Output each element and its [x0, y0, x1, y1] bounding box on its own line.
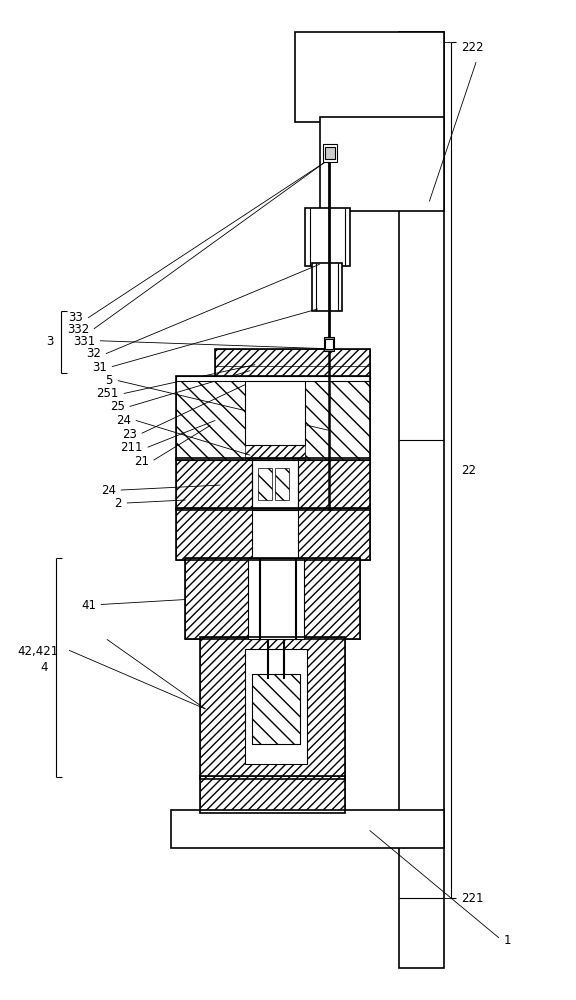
Bar — [245, 649, 307, 764]
Bar — [400, 32, 444, 968]
Bar — [248, 558, 304, 639]
Bar — [176, 508, 370, 560]
Text: 32: 32 — [86, 347, 101, 360]
Text: 332: 332 — [67, 323, 89, 336]
Bar — [323, 144, 337, 162]
Text: 1: 1 — [504, 934, 511, 947]
Bar — [320, 117, 444, 211]
Bar — [252, 508, 298, 560]
Text: 222: 222 — [461, 41, 484, 54]
Bar — [275, 468, 289, 500]
Bar — [324, 337, 334, 351]
Bar — [176, 376, 245, 460]
Bar — [252, 674, 300, 744]
Bar — [305, 208, 350, 266]
Text: 211: 211 — [120, 441, 143, 454]
Bar — [325, 339, 333, 349]
Bar — [185, 558, 359, 639]
Text: 221: 221 — [461, 892, 484, 905]
Bar — [295, 32, 444, 122]
Text: 41: 41 — [81, 599, 96, 612]
Text: 42,421: 42,421 — [18, 645, 59, 658]
Text: 24: 24 — [101, 484, 116, 497]
Bar — [176, 376, 370, 460]
Bar — [215, 349, 370, 381]
Text: 4: 4 — [41, 661, 48, 674]
Bar — [252, 458, 298, 510]
Bar — [325, 147, 335, 159]
Bar — [170, 810, 444, 848]
Bar — [176, 376, 370, 460]
Bar — [305, 376, 370, 460]
Bar — [252, 674, 300, 744]
Text: 21: 21 — [134, 455, 149, 468]
Bar — [200, 776, 344, 813]
Text: 5: 5 — [105, 374, 113, 387]
Bar — [176, 508, 370, 560]
Bar — [176, 458, 370, 510]
Text: 31: 31 — [92, 361, 107, 374]
Bar — [252, 458, 298, 510]
Text: 251: 251 — [96, 387, 119, 400]
Text: 33: 33 — [68, 311, 83, 324]
Bar — [200, 776, 344, 813]
Text: 3: 3 — [46, 335, 53, 348]
Bar — [245, 376, 305, 445]
Bar — [176, 458, 370, 510]
Bar — [258, 468, 272, 500]
Bar — [312, 263, 342, 311]
Bar — [176, 376, 370, 381]
Text: 22: 22 — [461, 464, 476, 477]
Bar — [185, 558, 359, 639]
Bar — [200, 637, 344, 779]
Text: 331: 331 — [73, 335, 95, 348]
Text: 23: 23 — [122, 428, 137, 441]
Bar — [215, 349, 370, 381]
Bar — [200, 637, 344, 779]
Text: 25: 25 — [110, 400, 125, 413]
Text: 24: 24 — [116, 414, 131, 427]
Text: 2: 2 — [114, 497, 122, 510]
